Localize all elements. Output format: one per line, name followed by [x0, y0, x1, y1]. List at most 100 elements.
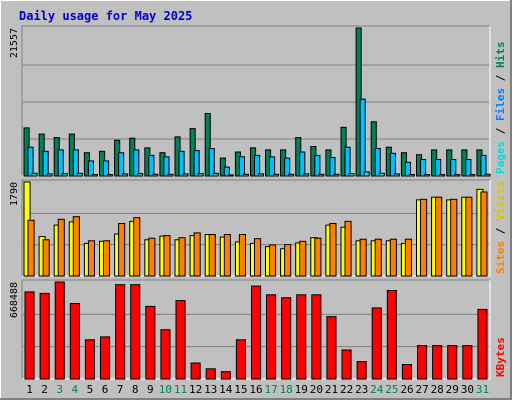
x-tick-label: 30	[461, 383, 474, 396]
legend-separator: /	[494, 68, 507, 88]
bar-sites-day-1	[27, 219, 35, 277]
bar-pages-day-23	[363, 171, 370, 177]
bar-kbytes-day-21	[326, 316, 337, 380]
bar-files-day-3	[57, 149, 64, 177]
bar-kbytes-day-9	[145, 305, 156, 380]
bar-pages-day-1	[31, 172, 38, 177]
bar-files-day-12	[193, 150, 200, 177]
bar-pages-day-21	[333, 173, 340, 177]
bar-pages-day-20	[318, 173, 325, 177]
bar-kbytes-day-25	[386, 290, 397, 380]
bar-files-day-13	[208, 148, 215, 177]
x-tick-label: 15	[234, 383, 247, 396]
bar-files-day-11	[178, 150, 185, 177]
x-tick-label: 9	[147, 383, 154, 396]
bar-pages-day-19	[303, 173, 310, 177]
chart-panels: 21557 Pages / Files / Hits 1790 Sites / Vis…	[9, 25, 507, 380]
bar-files-day-7	[118, 152, 125, 177]
x-tick-label: 23	[355, 383, 368, 396]
x-tick-label: 18	[280, 383, 293, 396]
bar-kbytes-day-20	[311, 294, 322, 380]
bar-sites-day-4	[72, 216, 80, 277]
series-legend: KBytes	[494, 337, 507, 377]
x-axis-labels: 1 2 3 4 5 6 7 8 9 10 11 12 13 14 15 16 17 18 19 20 21 22 23 24 2…	[26, 383, 489, 396]
panel-kbytes: 668488 KBytes	[9, 279, 507, 380]
bar-files-day-16	[254, 154, 261, 177]
x-tick-label: 24	[370, 383, 384, 396]
bar-hits-day-13	[204, 113, 211, 177]
x-tick-label: 16	[249, 383, 262, 396]
x-tick-label: 7	[117, 383, 124, 396]
bar-files-day-6	[103, 160, 110, 177]
bar-files-day-15	[238, 156, 245, 177]
bar-pages-day-12	[197, 173, 204, 177]
bar-sites-day-21	[329, 223, 337, 277]
bar-pages-day-18	[288, 173, 295, 177]
panel-bevel-dark	[21, 25, 490, 176]
bar-kbytes-day-31	[477, 308, 488, 380]
bar-sites-day-6	[103, 240, 111, 277]
x-tick-label: 17	[264, 383, 277, 396]
bar-kbytes-day-4	[69, 303, 80, 380]
bar-sites-day-10	[163, 235, 171, 277]
bar-sites-day-24	[374, 238, 382, 277]
bar-files-day-24	[374, 148, 381, 177]
bar-files-day-28	[435, 159, 442, 177]
panel-bevel-dark	[21, 179, 490, 276]
bar-files-day-25	[389, 152, 396, 177]
bar-sites-day-29	[450, 198, 458, 277]
bar-kbytes-day-19	[296, 294, 307, 380]
bar-kbytes-day-12	[190, 362, 201, 380]
bar-files-day-31	[480, 154, 487, 177]
bar-kbytes-day-1	[24, 291, 35, 380]
bar-sites-day-8	[133, 217, 141, 277]
bar-kbytes-day-28	[432, 345, 443, 380]
x-tick-label: 29	[446, 383, 459, 396]
bar-kbytes-day-10	[160, 329, 171, 380]
bar-files-day-27	[420, 159, 427, 177]
bar-sites-day-31	[480, 191, 488, 277]
bar-kbytes-day-2	[39, 292, 50, 380]
bar-kbytes-day-6	[100, 336, 111, 380]
legend-pages: Pages	[494, 141, 507, 174]
bar-files-day-26	[404, 161, 411, 177]
bar-pages-day-2	[46, 173, 53, 177]
bar-sites-day-12	[193, 232, 201, 277]
bar-sites-day-22	[344, 220, 352, 277]
bar-files-day-5	[87, 160, 95, 177]
bar-pages-day-26	[408, 174, 415, 177]
bar-sites-day-13	[208, 234, 216, 277]
bar-pages-day-5	[91, 174, 99, 177]
legend-separator: /	[494, 121, 507, 141]
x-tick-label: 21	[325, 383, 338, 396]
bar-files-day-1	[27, 146, 34, 177]
bar-files-day-29	[450, 159, 457, 177]
bar-kbytes-day-29	[447, 345, 458, 380]
bar-pages-day-8	[137, 173, 144, 177]
bar-sites-day-28	[435, 196, 443, 277]
bar-pages-day-24	[378, 172, 385, 177]
x-tick-label: 31	[476, 383, 489, 396]
x-tick-label: 6	[102, 383, 109, 396]
bar-sites-day-5	[87, 240, 96, 277]
bar-sites-day-25	[389, 238, 397, 277]
x-tick-label: 3	[56, 383, 63, 396]
bar-sites-day-18	[284, 244, 292, 277]
x-tick-label: 8	[132, 383, 139, 396]
bar-files-day-2	[42, 150, 49, 177]
bar-pages-day-28	[439, 174, 446, 177]
bar-pages-day-11	[182, 173, 189, 177]
x-tick-label: 22	[340, 383, 353, 396]
legend-hits: Hits	[494, 42, 507, 69]
bar-pages-day-9	[152, 173, 159, 177]
bar-files-day-8	[133, 149, 140, 177]
bar-sites-day-19	[299, 240, 307, 277]
y-max-label: 668488	[9, 282, 20, 318]
y-max-label: 1790	[9, 182, 20, 206]
legend-kbytes: KBytes	[494, 337, 507, 377]
bar-pages-day-10	[167, 173, 174, 177]
bar-files-day-14	[223, 166, 230, 177]
bar-kbytes-day-3	[54, 281, 65, 380]
